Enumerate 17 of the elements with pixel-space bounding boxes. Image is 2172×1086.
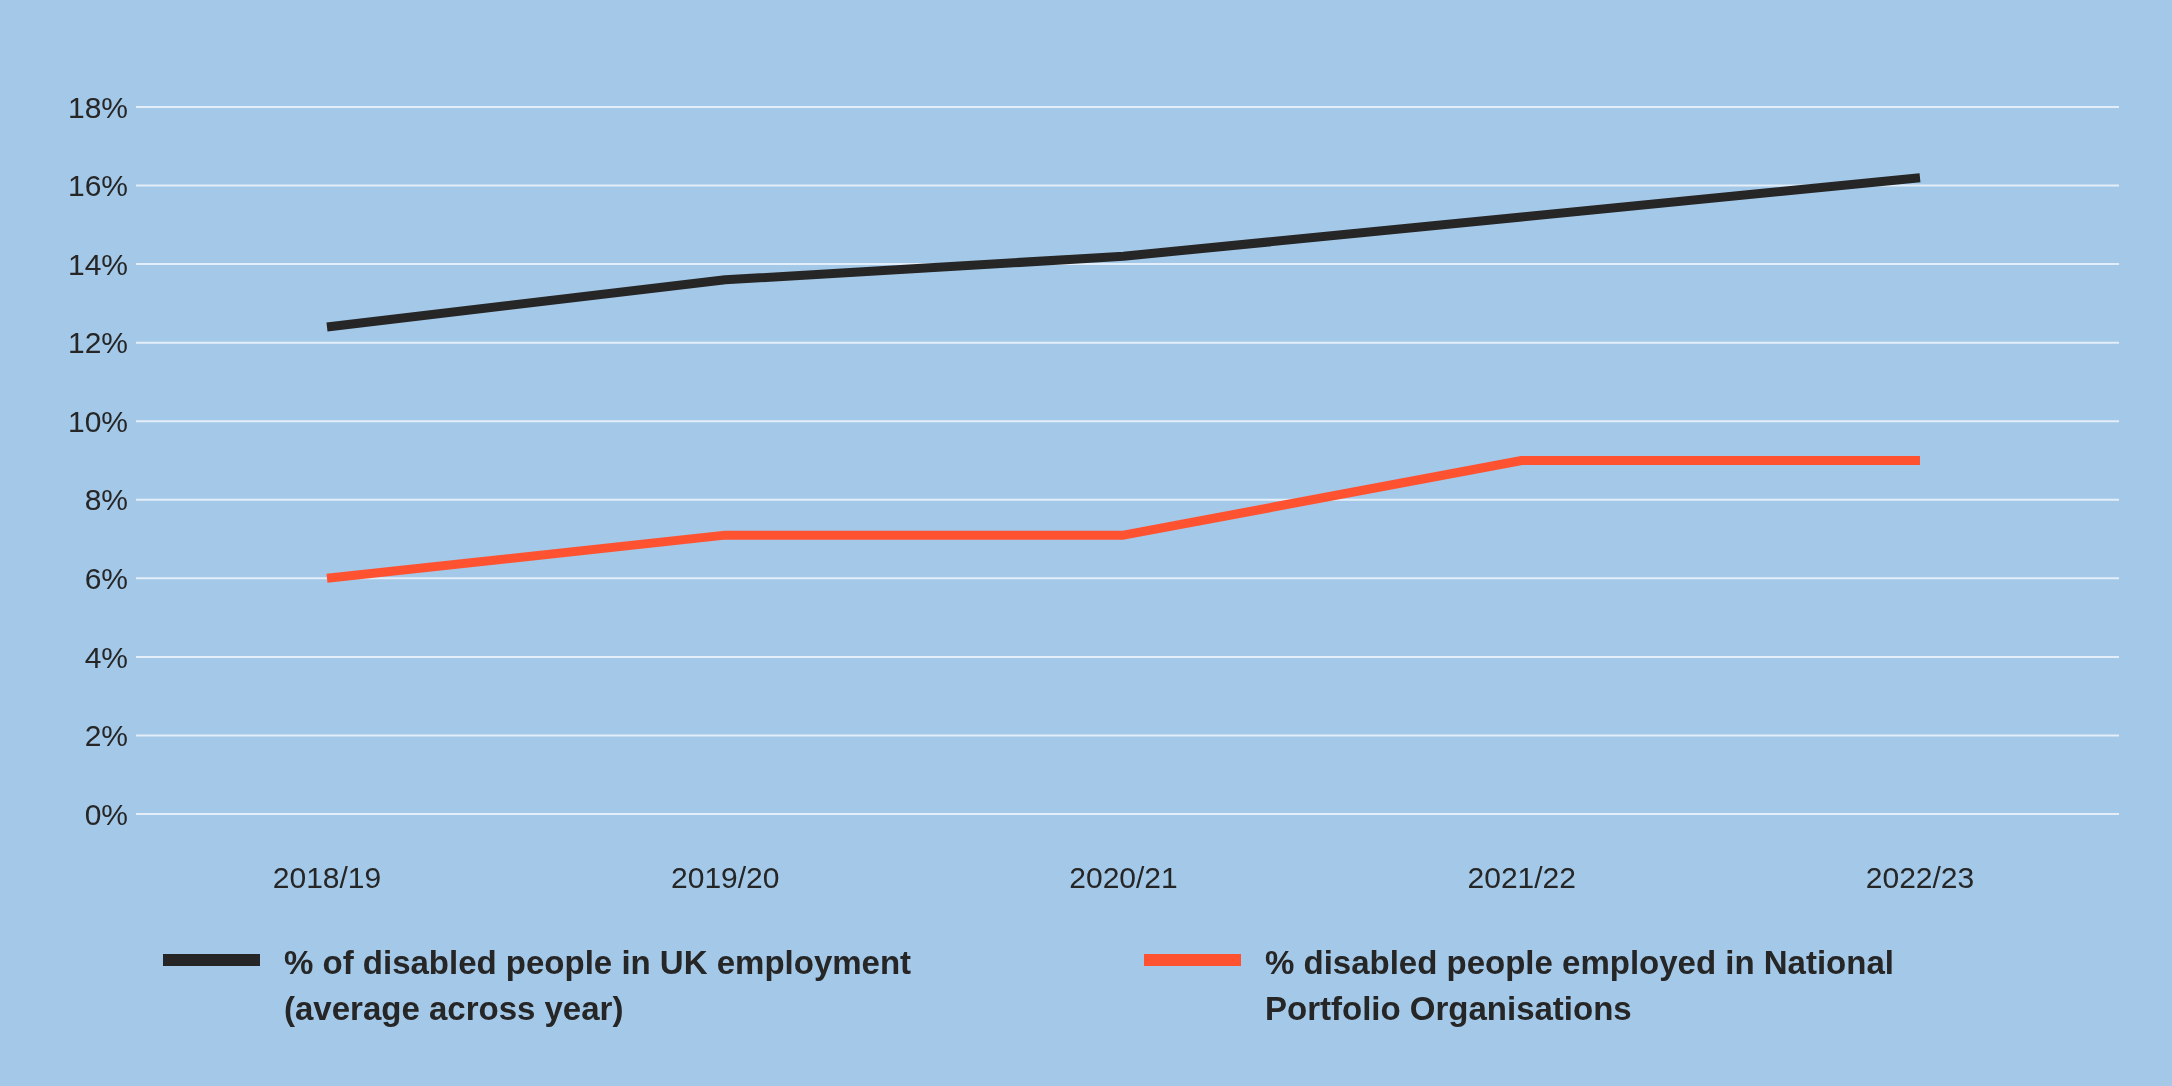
x-tick-label: 2018/19 xyxy=(272,861,382,895)
y-tick-label: 4% xyxy=(84,640,128,674)
x-tick-label: 2021/22 xyxy=(1467,861,1576,895)
legend-label: % disabled people employed in National Portfolio Organisations xyxy=(1265,943,1895,1029)
y-tick-label: 14% xyxy=(67,247,128,281)
legend-label: % of disabled people in UK employment (average across year) xyxy=(284,943,913,1029)
x-tick-label: 2020/21 xyxy=(1069,861,1178,895)
y-tick-label: 2% xyxy=(84,719,128,753)
y-tick-label: 0% xyxy=(84,797,128,831)
y-tick-label: 12% xyxy=(67,326,128,360)
x-tick-label: 2019/20 xyxy=(671,861,780,895)
y-tick-label: 6% xyxy=(84,561,128,595)
y-tick-label: 10% xyxy=(67,404,128,438)
y-tick-label: 8% xyxy=(84,483,128,517)
y-tick-label: 16% xyxy=(67,169,128,203)
y-tick-label: 18% xyxy=(67,90,128,124)
x-tick-label: 2022/23 xyxy=(1865,861,1975,895)
